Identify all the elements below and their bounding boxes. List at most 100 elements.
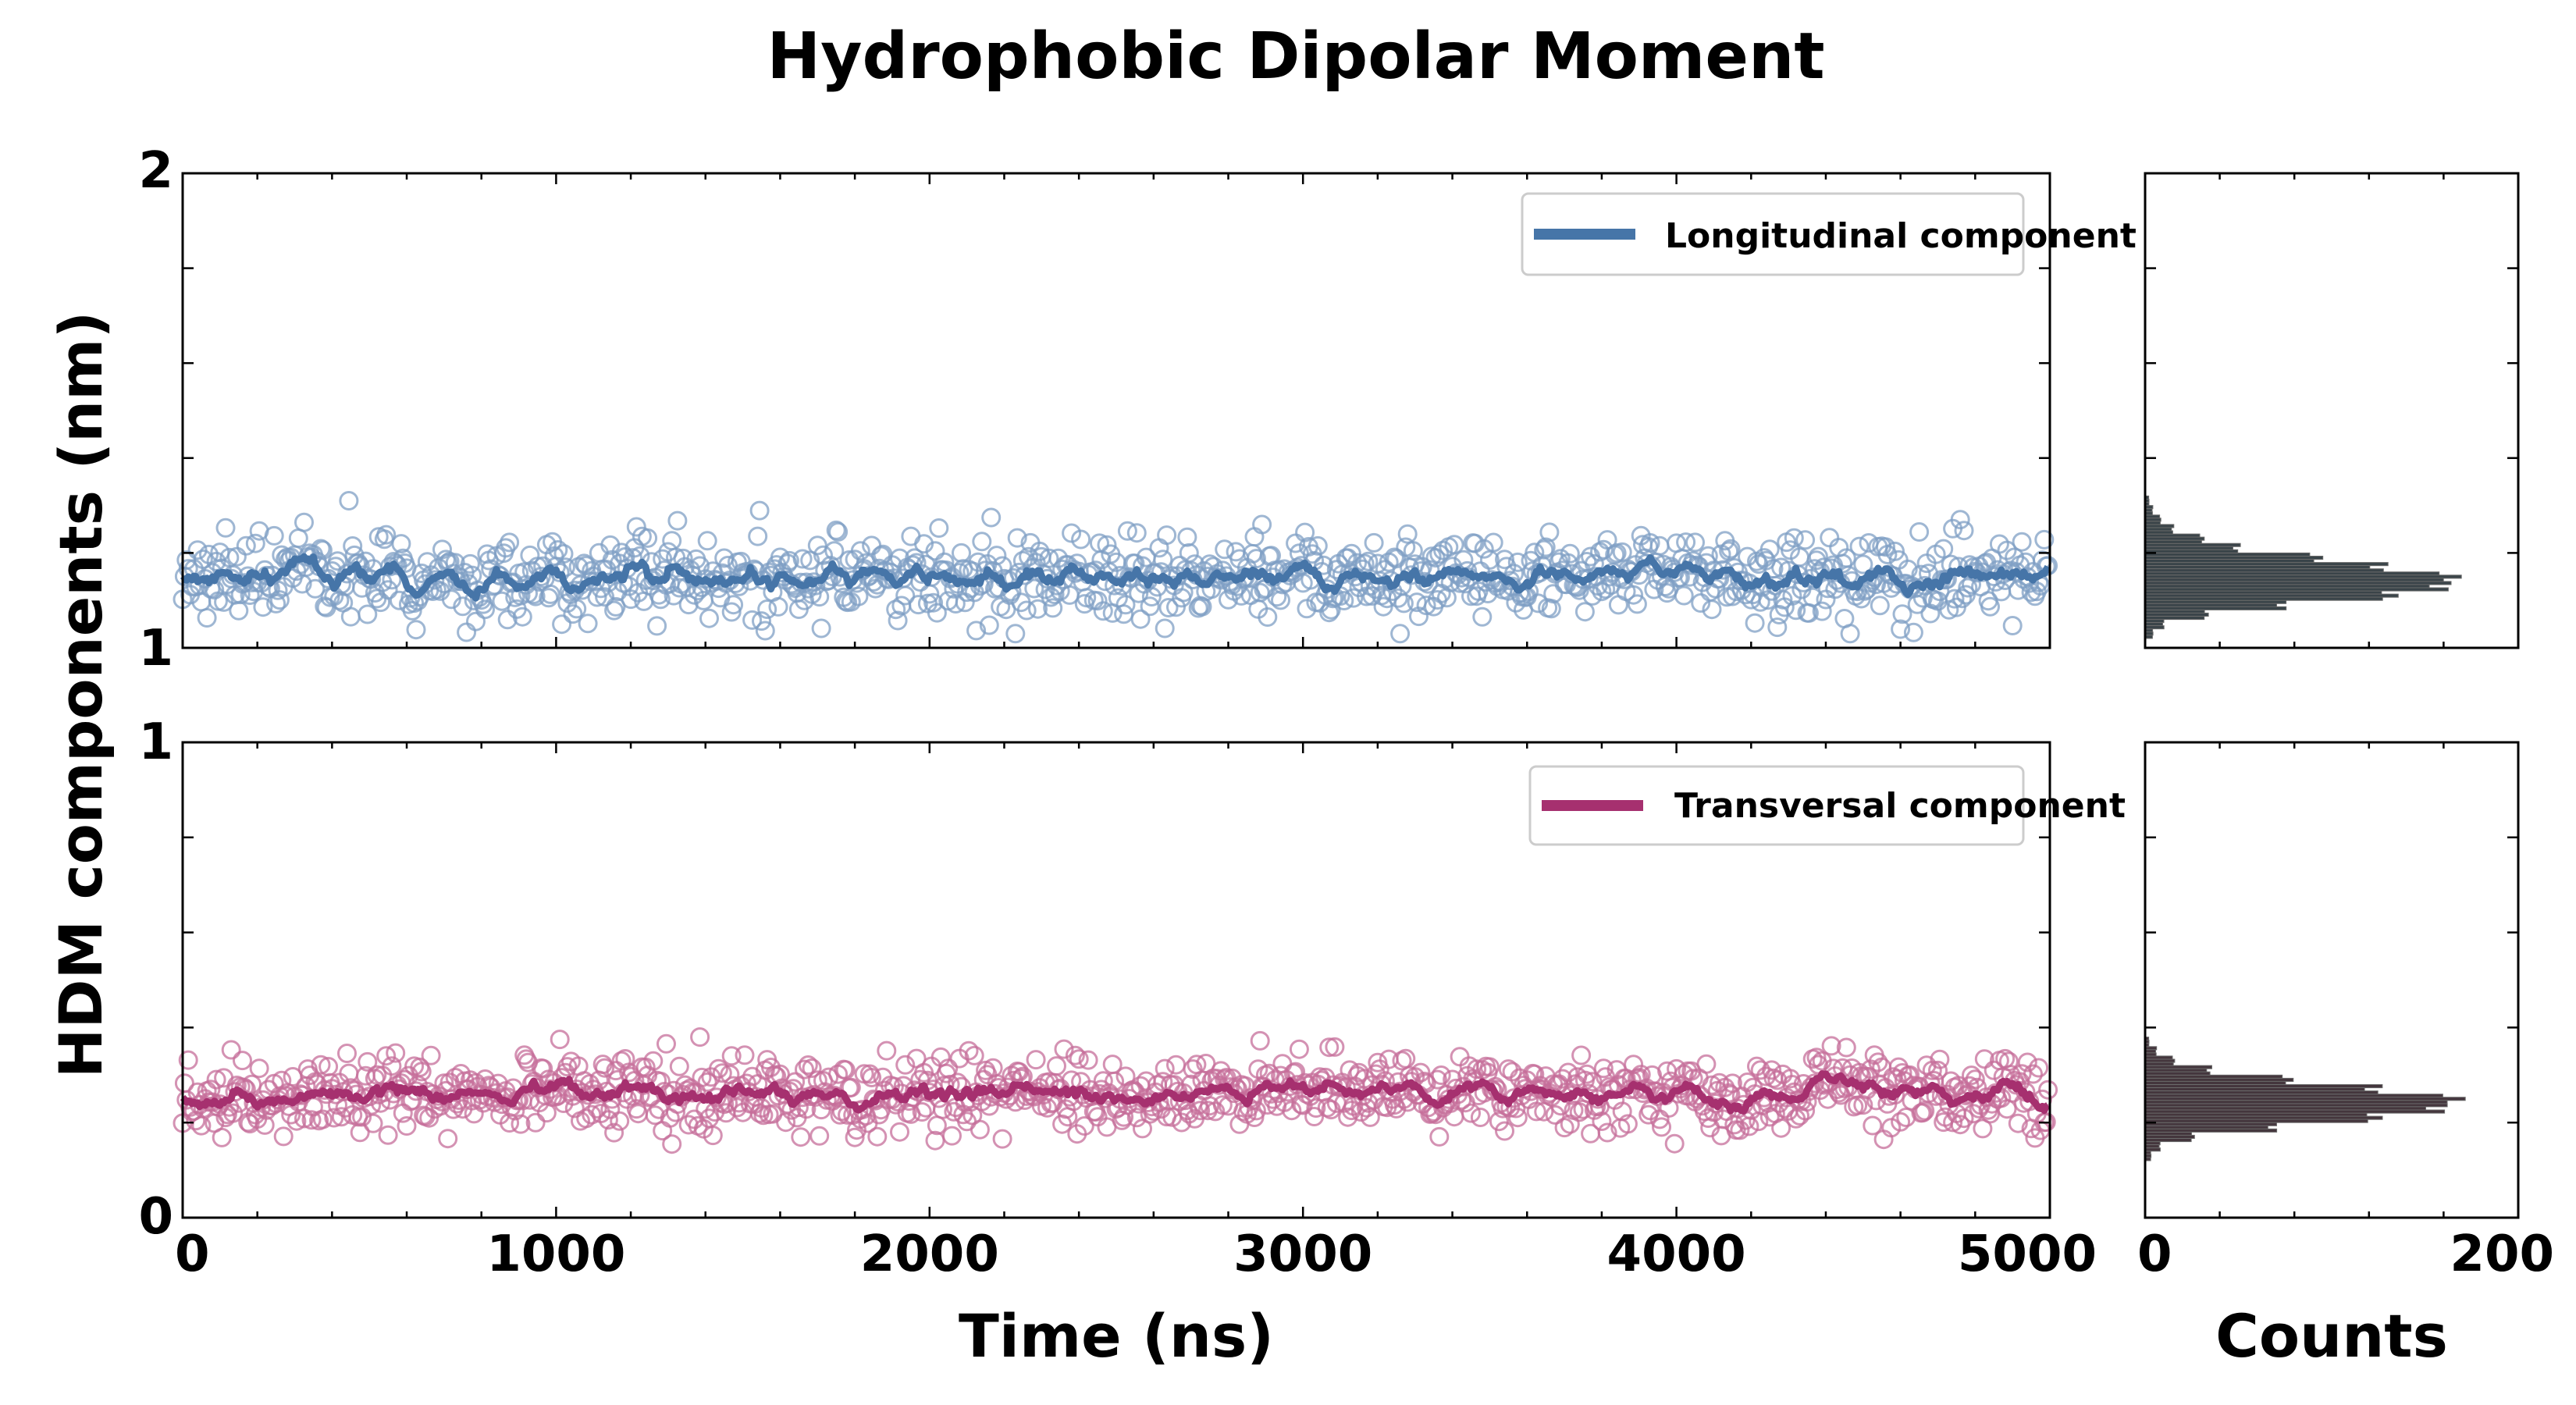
histogram-bar bbox=[2144, 533, 2201, 538]
data-point bbox=[1074, 1116, 1094, 1136]
data-point bbox=[1685, 532, 1705, 553]
legend-label: Longitudinal component bbox=[1665, 216, 2137, 256]
data-point bbox=[1200, 1096, 1220, 1116]
data-point bbox=[952, 542, 971, 563]
data-point bbox=[1802, 587, 1823, 607]
data-point bbox=[1390, 624, 1411, 644]
data-point bbox=[595, 587, 615, 607]
data-point bbox=[1676, 532, 1696, 553]
longitudinal-histogram-ticks bbox=[2144, 172, 2520, 649]
data-point bbox=[929, 518, 949, 538]
data-point bbox=[1343, 588, 1364, 608]
data-point bbox=[1190, 1101, 1211, 1121]
histogram-bar bbox=[2144, 568, 2384, 573]
histogram-bar bbox=[2144, 1071, 2211, 1076]
data-point bbox=[312, 1109, 333, 1129]
data-point bbox=[912, 1102, 932, 1122]
data-point bbox=[1853, 554, 1873, 574]
data-point bbox=[862, 1068, 882, 1087]
data-point bbox=[272, 1070, 292, 1090]
data-point bbox=[1720, 539, 1741, 559]
data-point bbox=[1495, 550, 1514, 570]
data-point bbox=[1157, 525, 1177, 546]
data-point bbox=[382, 1056, 402, 1076]
data-point bbox=[643, 1051, 664, 1071]
data-point bbox=[511, 1114, 531, 1134]
data-point bbox=[1525, 1064, 1545, 1084]
data-point bbox=[1450, 1047, 1470, 1067]
data-point bbox=[1795, 1101, 1816, 1121]
histogram-bar bbox=[2144, 599, 2287, 604]
transversal-plot-frame bbox=[181, 741, 2051, 1219]
data-point bbox=[352, 1107, 372, 1127]
data-point bbox=[1153, 550, 1173, 570]
data-point bbox=[1258, 607, 1278, 627]
data-point bbox=[294, 1108, 314, 1129]
data-point bbox=[811, 618, 831, 638]
data-point bbox=[1129, 583, 1149, 603]
histogram-bar bbox=[2144, 1141, 2161, 1146]
histogram-bar bbox=[2144, 625, 2165, 630]
histogram-bar bbox=[2144, 559, 2314, 564]
data-point bbox=[236, 535, 256, 556]
data-point bbox=[690, 1027, 710, 1048]
data-point bbox=[1489, 1112, 1509, 1132]
data-point bbox=[669, 1056, 689, 1076]
data-point bbox=[492, 591, 512, 611]
data-point bbox=[1334, 591, 1354, 610]
legend-box bbox=[1521, 192, 2025, 276]
data-point bbox=[1702, 599, 1722, 620]
data-point bbox=[1808, 546, 1828, 567]
data-point bbox=[305, 578, 326, 599]
data-point bbox=[525, 586, 546, 606]
data-point bbox=[1597, 1122, 1617, 1143]
data-point bbox=[748, 526, 768, 546]
data-point bbox=[1098, 1083, 1119, 1103]
data-point bbox=[269, 590, 290, 610]
data-point bbox=[1047, 1056, 1066, 1076]
data-point bbox=[755, 621, 775, 641]
data-point bbox=[312, 540, 333, 560]
data-point bbox=[1930, 1049, 1950, 1069]
data-point bbox=[438, 1129, 458, 1149]
data-point bbox=[972, 532, 992, 552]
x-tick-label: 0 bbox=[175, 1225, 210, 1283]
histogram-bar bbox=[2144, 1097, 2466, 1101]
data-point bbox=[598, 1110, 618, 1130]
data-point bbox=[1571, 1045, 1592, 1065]
data-point bbox=[847, 1120, 866, 1140]
data-point bbox=[376, 525, 397, 545]
histogram-bar bbox=[2144, 556, 2324, 560]
data-point bbox=[1071, 529, 1091, 550]
data-point bbox=[193, 550, 213, 569]
data-point bbox=[1849, 536, 1870, 557]
data-point bbox=[1759, 539, 1780, 560]
data-point bbox=[964, 1045, 984, 1065]
data-point bbox=[779, 550, 799, 571]
data-point bbox=[1338, 548, 1358, 568]
data-point bbox=[1928, 1060, 1948, 1080]
data-point bbox=[221, 1040, 241, 1060]
data-point bbox=[500, 532, 520, 553]
data-point bbox=[742, 610, 763, 630]
data-point bbox=[350, 1122, 370, 1143]
data-point bbox=[1916, 1055, 1937, 1076]
data-point bbox=[966, 621, 987, 641]
data-point bbox=[411, 1062, 432, 1082]
data-point bbox=[1958, 578, 1978, 598]
data-point bbox=[987, 546, 1007, 566]
data-point bbox=[1024, 578, 1044, 599]
data-point bbox=[927, 603, 947, 623]
data-point bbox=[1414, 1072, 1435, 1091]
data-point bbox=[867, 1126, 888, 1147]
data-point bbox=[923, 592, 944, 613]
histogram-bar bbox=[2144, 1131, 2192, 1136]
histogram-bar bbox=[2144, 1147, 2161, 1152]
histogram-bar bbox=[2144, 1122, 2277, 1126]
data-point bbox=[1786, 600, 1806, 621]
data-point bbox=[1640, 533, 1660, 553]
data-point bbox=[1028, 599, 1048, 619]
transversal-histogram bbox=[2144, 1037, 2466, 1161]
data-point bbox=[201, 1080, 221, 1100]
data-point bbox=[1535, 537, 1556, 557]
